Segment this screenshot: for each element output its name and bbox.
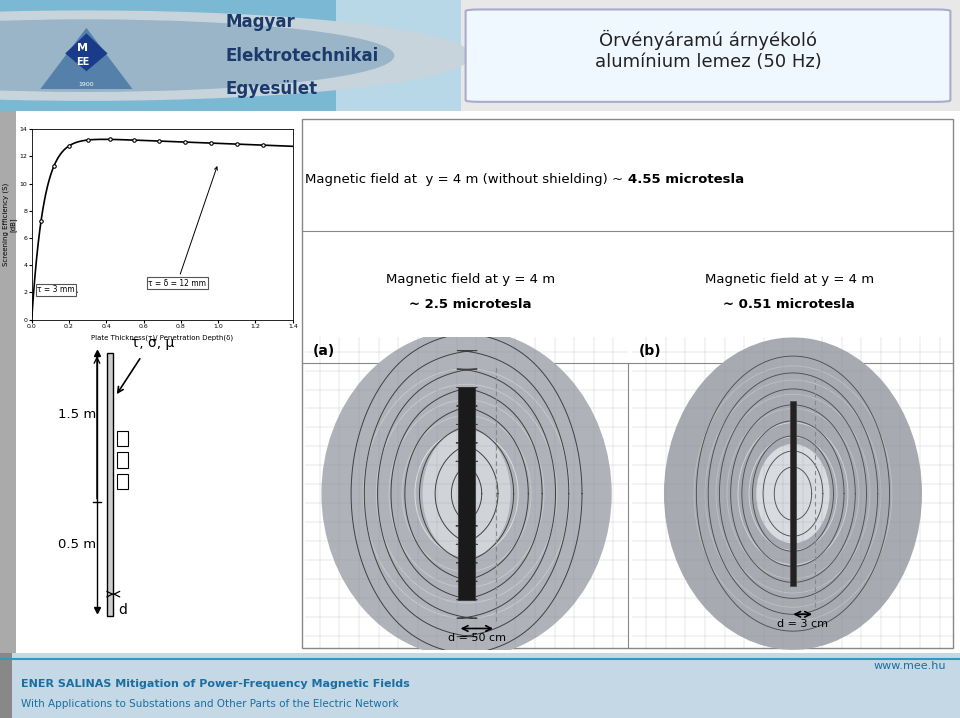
Text: ~ 0.51 microtesla: ~ 0.51 microtesla	[723, 298, 855, 312]
Text: τ = 3 mm: τ = 3 mm	[37, 285, 78, 294]
Ellipse shape	[676, 352, 910, 635]
Circle shape	[0, 20, 394, 91]
FancyBboxPatch shape	[302, 119, 953, 648]
Text: Elektrotechnikai: Elektrotechnikai	[226, 47, 379, 65]
Ellipse shape	[348, 360, 586, 628]
Ellipse shape	[422, 430, 511, 557]
Bar	[0, 653, 12, 718]
Text: Egyesület: Egyesület	[226, 80, 318, 98]
Polygon shape	[65, 33, 108, 71]
Text: Magnetic field at y = 4 m: Magnetic field at y = 4 m	[705, 273, 874, 286]
Text: (b): (b)	[639, 344, 661, 358]
Ellipse shape	[335, 345, 598, 643]
Text: ~ 2.5 microtesla: ~ 2.5 microtesla	[409, 298, 532, 312]
Text: d: d	[118, 603, 127, 617]
Y-axis label: Screening Efficiency (S)
[dB]: Screening Efficiency (S) [dB]	[3, 183, 17, 266]
Bar	[116, 452, 129, 467]
Ellipse shape	[322, 330, 612, 658]
Ellipse shape	[670, 345, 916, 643]
Text: Magnetic field at y = 4 m: Magnetic field at y = 4 m	[386, 273, 555, 286]
Bar	[336, 0, 461, 111]
Bar	[0, 111, 16, 653]
Ellipse shape	[341, 352, 592, 635]
Text: With Applications to Substations and Other Parts of the Electric Network: With Applications to Substations and Oth…	[21, 699, 398, 709]
Ellipse shape	[756, 444, 829, 544]
Circle shape	[0, 11, 470, 100]
Bar	[116, 474, 129, 489]
Text: www.mee.hu: www.mee.hu	[873, 661, 946, 671]
Ellipse shape	[687, 366, 899, 621]
Ellipse shape	[328, 337, 605, 650]
Text: Magyar: Magyar	[226, 13, 296, 32]
Bar	[0, 0, 461, 111]
Text: 1900: 1900	[79, 82, 94, 87]
Polygon shape	[40, 28, 132, 89]
Text: d = 50 cm: d = 50 cm	[447, 633, 506, 643]
Text: M: M	[77, 43, 88, 53]
Text: τ, σ, μ: τ, σ, μ	[131, 336, 174, 350]
Text: EE: EE	[76, 57, 89, 67]
Text: 0.5 m: 0.5 m	[58, 538, 96, 551]
Ellipse shape	[682, 359, 904, 628]
Ellipse shape	[664, 337, 922, 650]
Bar	[458, 387, 475, 600]
Text: 1.5 m: 1.5 m	[58, 408, 96, 421]
Text: ENER SALINAS Mitigation of Power-Frequency Magnetic Fields: ENER SALINAS Mitigation of Power-Frequen…	[21, 679, 410, 689]
Text: Magnetic field at  y = 4 m (without shielding) ~: Magnetic field at y = 4 m (without shiel…	[305, 172, 628, 185]
Text: (a): (a)	[313, 344, 335, 358]
FancyBboxPatch shape	[466, 9, 950, 102]
Bar	[116, 431, 129, 446]
Text: Örvényáramú árnyékoló
alumínium lemez (50 Hz): Örvényáramú árnyékoló alumínium lemez (5…	[595, 29, 822, 70]
Bar	[107, 353, 113, 616]
X-axis label: Plate Thickness(τ)/ Penetration Depth(δ): Plate Thickness(τ)/ Penetration Depth(δ)	[91, 335, 233, 341]
Text: τ = δ = 12 mm: τ = δ = 12 mm	[148, 167, 217, 287]
Text: 4.55 microtesla: 4.55 microtesla	[628, 172, 744, 185]
Bar	[790, 401, 796, 586]
Text: d = 3 cm: d = 3 cm	[777, 619, 828, 629]
